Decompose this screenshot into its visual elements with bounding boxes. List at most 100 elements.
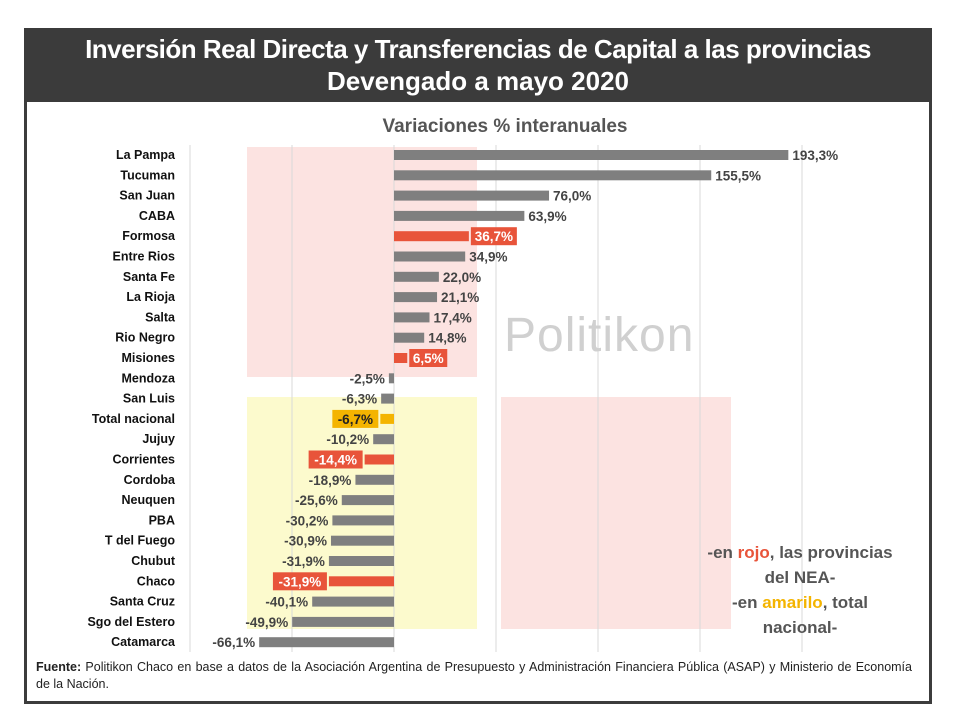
value-labels: 193,3% 155,5% 76,0% 63,9% 36,7% 34,9% 22,0% 21,… [212, 148, 838, 650]
value-label: 6,5% [413, 351, 444, 366]
value-label: 193,3% [792, 148, 838, 163]
note-line-2: del NEA- [764, 568, 836, 587]
category-label: La Pampa [116, 148, 176, 162]
value-label: -31,9% [279, 574, 322, 589]
category-label: Catamarca [111, 635, 176, 649]
bar [341, 495, 394, 506]
category-label: PBA [149, 513, 175, 527]
category-label: San Juan [119, 189, 175, 203]
bar [259, 637, 394, 648]
category-label: Sgo del Estero [87, 615, 175, 629]
category-label: T del Fuego [105, 534, 176, 548]
category-label: CABA [139, 209, 175, 223]
title-line-2: Devengado a mayo 2020 [326, 66, 630, 96]
value-label: -30,2% [286, 513, 329, 528]
category-label: Tucuman [120, 168, 175, 182]
watermark-text: Politikon [504, 309, 695, 362]
legend-note: -en rojo, las provincias del NEA- -en am… [640, 540, 960, 640]
value-label-box [308, 450, 363, 469]
category-label: Rio Negro [115, 331, 175, 345]
category-label: Cordoba [124, 473, 176, 487]
category-label: Entre Rios [112, 250, 175, 264]
value-label: -6,7% [338, 412, 373, 427]
value-label: -40,1% [265, 595, 308, 610]
value-label: 63,9% [528, 209, 566, 224]
bar [380, 413, 394, 424]
category-label: Santa Fe [123, 270, 175, 284]
bar [292, 616, 394, 627]
value-label: 14,8% [428, 331, 466, 346]
category-label: Chaco [137, 574, 176, 588]
source-text: Politikon Chaco en base a datos de la As… [36, 660, 912, 691]
category-label: San Luis [123, 392, 175, 406]
value-label: -10,2% [326, 432, 369, 447]
category-label: La Rioja [126, 290, 176, 304]
note-red-word: rojo [737, 543, 770, 562]
value-label: 17,4% [433, 310, 471, 325]
value-label: 21,1% [441, 290, 479, 305]
category-labels: La Pampa Tucuman San Juan CABA Formosa Entre … [87, 148, 176, 649]
value-label-box [272, 572, 327, 591]
value-label-box [409, 349, 448, 367]
bar [394, 353, 408, 363]
value-label: -66,1% [212, 635, 255, 650]
bar [330, 535, 394, 546]
bar [388, 373, 394, 384]
value-label: 76,0% [553, 189, 591, 204]
bar [394, 271, 439, 282]
bg-region-red-right [501, 397, 731, 629]
value-label: -14,4% [314, 453, 357, 468]
bar [381, 393, 394, 404]
category-label: Misiones [122, 351, 176, 365]
bar [394, 251, 466, 262]
bar [394, 170, 712, 181]
bar [394, 231, 469, 242]
bar [332, 515, 394, 526]
bar [364, 454, 394, 465]
category-label: Neuquen [122, 493, 175, 507]
bg-region-yellow [247, 397, 477, 629]
bar [394, 332, 425, 343]
value-label: 36,7% [475, 229, 513, 244]
bars [259, 150, 789, 648]
category-label: Salta [145, 310, 176, 324]
category-label: Corrientes [112, 453, 175, 467]
bar [355, 474, 394, 485]
value-label: 22,0% [443, 270, 481, 285]
note-yellow-word: amarilo [762, 593, 823, 612]
bar [394, 190, 550, 201]
header-banner: Inversión Real Directa y Transferencias … [24, 28, 932, 102]
category-label: Santa Cruz [110, 595, 175, 609]
chart-frame [24, 28, 932, 704]
value-label: -25,6% [295, 493, 338, 508]
value-label: -30,9% [284, 534, 327, 549]
category-label: Chubut [131, 554, 176, 568]
category-label: Mendoza [122, 371, 177, 385]
value-label: 155,5% [715, 168, 761, 183]
value-label: -2,5% [350, 371, 385, 386]
value-label: 34,9% [469, 250, 507, 265]
bar [394, 292, 438, 303]
note-line-4: nacional- [762, 618, 838, 637]
bar [394, 312, 430, 323]
value-label-box [470, 227, 517, 246]
source-note: Fuente: Politikon Chaco en base a datos … [36, 659, 912, 693]
value-label: -49,9% [245, 615, 288, 630]
background-regions [247, 147, 731, 629]
bar [394, 150, 789, 160]
value-label-box [332, 409, 379, 428]
category-label: Total nacional [92, 412, 175, 426]
note-line-1: -en rojo, las provincias [707, 543, 893, 562]
note-line-3: -en amarilo, total [731, 593, 869, 612]
bar [373, 434, 394, 445]
bar [328, 576, 394, 587]
value-label: -6,3% [342, 392, 377, 407]
category-label: Jujuy [142, 432, 175, 446]
value-label: -31,9% [282, 554, 325, 569]
bar [394, 210, 525, 221]
chart-subtitle: Variaciones % interanuales [382, 116, 628, 137]
category-label: Formosa [122, 229, 176, 243]
source-label: Fuente: [36, 660, 82, 674]
bar [312, 596, 394, 607]
